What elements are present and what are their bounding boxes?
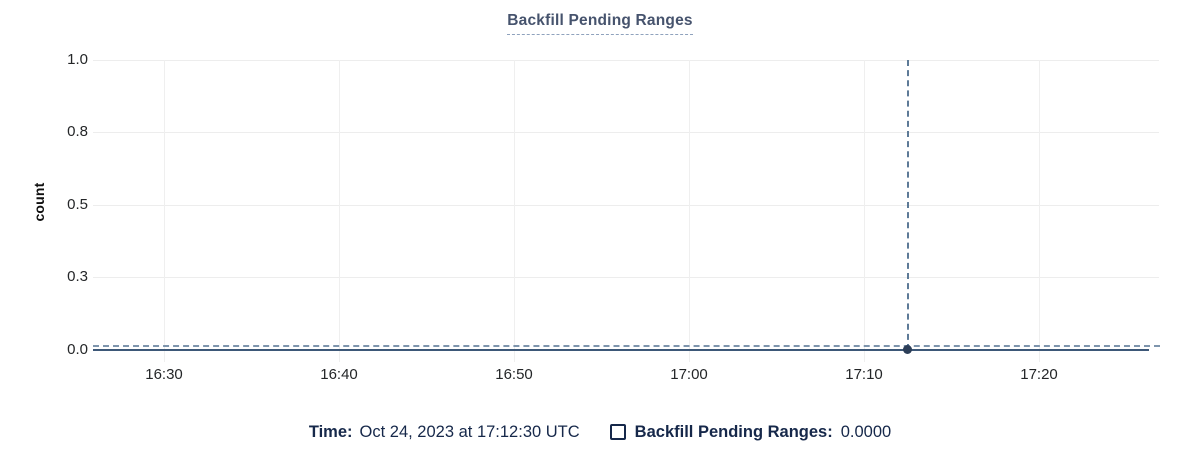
legend-time: Time: Oct 24, 2023 at 17:12:30 UTC <box>309 420 580 444</box>
v-gridline-17-10 <box>864 60 865 362</box>
chart-title-row: Backfill Pending Ranges <box>0 12 1200 35</box>
h-gridline-0.8 <box>93 132 1159 133</box>
plot-area[interactable] <box>93 60 1159 350</box>
x-tick-label-17-00: 17:00 <box>670 366 708 383</box>
v-gridline-17-20 <box>1039 60 1040 362</box>
v-gridline-16-40 <box>339 60 340 362</box>
x-tick-label-17-10: 17:10 <box>845 366 883 383</box>
x-tick-label-16-30: 16:30 <box>145 366 183 383</box>
y-tick-label-0.5: 0.5 <box>67 196 88 213</box>
x-tick-label-16-50: 16:50 <box>495 366 533 383</box>
legend-row: Time: Oct 24, 2023 at 17:12:30 UTC Backf… <box>0 420 1200 444</box>
hover-point-dot <box>903 345 912 354</box>
h-gridline-0.5 <box>93 205 1159 206</box>
y-tick-label-0.3: 0.3 <box>67 268 88 285</box>
chart-title[interactable]: Backfill Pending Ranges <box>507 12 693 35</box>
h-gridline-0.3 <box>93 277 1159 278</box>
y-tick-label-0.0: 0.0 <box>67 341 88 358</box>
x-tick-label-17-20: 17:20 <box>1020 366 1058 383</box>
v-gridline-16-50 <box>514 60 515 362</box>
h-gridline-1.0 <box>93 60 1159 61</box>
legend-item-backfill-pending-ranges[interactable]: Backfill Pending Ranges: 0.0000 <box>609 420 892 444</box>
crosshair-vertical-line <box>907 60 909 350</box>
legend-time-value: Oct 24, 2023 at 17:12:30 UTC <box>359 423 580 441</box>
legend-series-value: 0.0000 <box>840 423 892 441</box>
legend-time-label: Time: <box>308 423 353 441</box>
x-axis-line <box>93 349 1149 351</box>
legend-series-label: Backfill Pending Ranges: <box>634 423 833 441</box>
series-checkbox[interactable] <box>609 424 626 440</box>
series-line-backfill-pending-ranges <box>93 345 1160 347</box>
x-tick-label-16-40: 16:40 <box>320 366 358 383</box>
y-tick-label-1.0: 1.0 <box>67 51 88 68</box>
y-tick-label-0.8: 0.8 <box>67 123 88 140</box>
v-gridline-17-00 <box>689 60 690 362</box>
v-gridline-16-30 <box>164 60 165 362</box>
